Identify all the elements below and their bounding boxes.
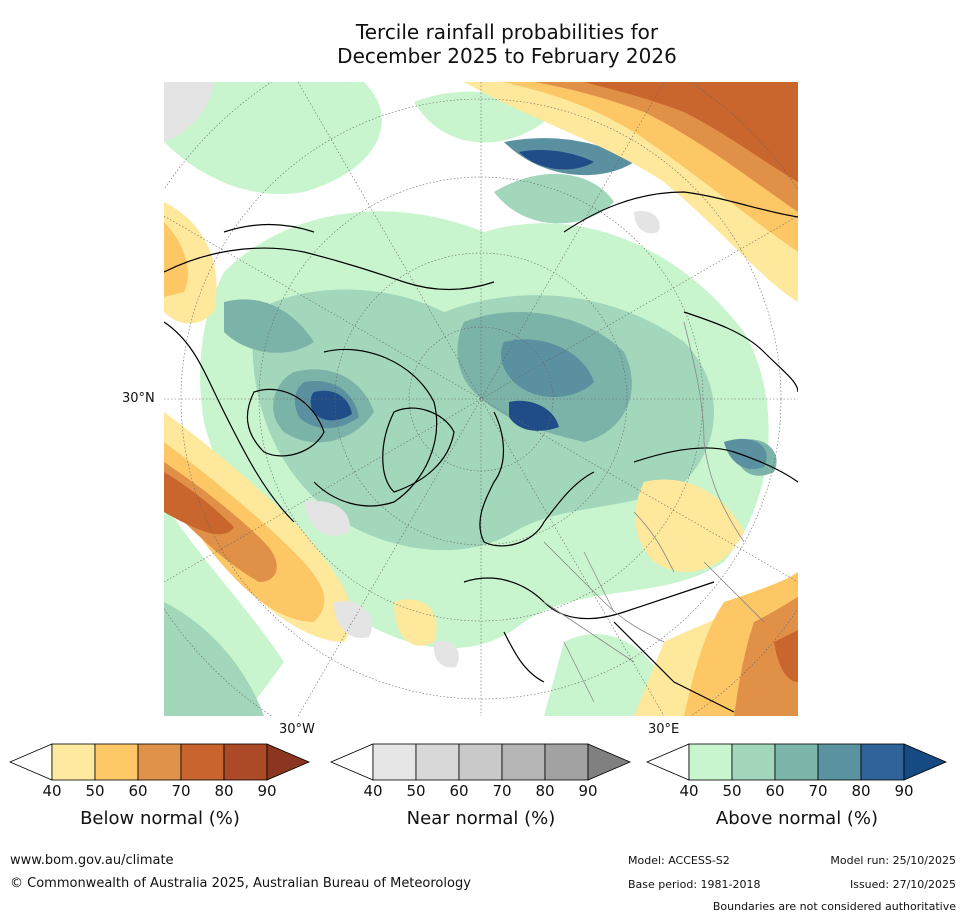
tick-label: 80 — [535, 782, 555, 800]
tick-label: 90 — [257, 782, 277, 800]
colorbar-above-bin-1 — [688, 743, 733, 781]
title-line-1: Tercile rainfall probabilities for — [355, 20, 659, 44]
near-normal-grey-areas — [164, 82, 660, 668]
tick-label: 90 — [578, 782, 598, 800]
chart-title: Tercile rainfall probabilities for Decem… — [0, 20, 965, 68]
model-run-date: Model run: 25/10/2025 — [830, 854, 956, 867]
tick-label: 70 — [492, 782, 512, 800]
colorbar-near-bin-2 — [415, 743, 460, 781]
longitude-label-30w: 30°W — [279, 722, 315, 737]
colorbar-below-bin-1 — [51, 743, 96, 781]
source-url: www.bom.gov.au/climate — [10, 853, 174, 868]
colorbar-above-title: Above normal (%) — [715, 808, 879, 829]
colorbar-below — [8, 743, 311, 781]
colorbar-near-bin-1 — [372, 743, 417, 781]
colorbar-above-low-extension — [645, 743, 690, 781]
colorbar-near — [329, 743, 632, 781]
probability-map — [164, 82, 798, 716]
colorbar-below-low-extension — [8, 743, 53, 781]
colorbar-above — [645, 743, 948, 781]
tick-label: 90 — [894, 782, 914, 800]
boundary-disclaimer: Boundaries are not considered authoritat… — [712, 900, 956, 913]
tick-label: 80 — [214, 782, 234, 800]
tick-label: 80 — [851, 782, 871, 800]
colorbar-below-title: Below normal (%) — [80, 808, 240, 829]
colorbar-above-bin-3 — [774, 743, 819, 781]
colorbar-near-title: Near normal (%) — [406, 808, 556, 829]
colorbar-below-bin-3 — [137, 743, 182, 781]
tick-label: 50 — [406, 782, 426, 800]
base-period: Base period: 1981-2018 — [628, 878, 761, 891]
colorbar-below-bin-2 — [94, 743, 139, 781]
issued-date: Issued: 27/10/2025 — [849, 878, 956, 891]
graticule — [164, 82, 798, 716]
tick-label: 40 — [679, 782, 699, 800]
colorbar-below-high-extension — [266, 743, 311, 781]
tick-label: 50 — [722, 782, 742, 800]
model-name: Model: ACCESS-S2 — [628, 854, 730, 867]
above-normal-darkblue-areas — [310, 150, 594, 431]
colorbar-below-bin-5 — [223, 743, 268, 781]
latitude-label-30n: 30°N — [122, 391, 155, 406]
colorbar-above-bin-5 — [860, 743, 905, 781]
copyright-notice: © Commonwealth of Australia 2025, Austra… — [10, 876, 471, 891]
colorbar-above-bin-4 — [817, 743, 862, 781]
tick-label: 40 — [363, 782, 383, 800]
colorbar-near-bin-5 — [544, 743, 589, 781]
title-line-2: December 2025 to February 2026 — [337, 44, 677, 68]
coastlines — [164, 191, 798, 713]
colorbar-above-bin-2 — [731, 743, 776, 781]
tick-label: 40 — [42, 782, 62, 800]
country-borders — [543, 321, 765, 703]
colorbar-near-bin-3 — [458, 743, 503, 781]
tick-label: 60 — [128, 782, 148, 800]
tick-label: 70 — [171, 782, 191, 800]
colorbar-near-high-extension — [587, 743, 632, 781]
tick-label: 60 — [449, 782, 469, 800]
tick-label: 60 — [765, 782, 785, 800]
longitude-label-30e: 30°E — [648, 722, 680, 737]
below-normal-brown-areas — [164, 82, 798, 682]
colorbar-above-high-extension — [903, 743, 948, 781]
colorbar-near-bin-4 — [501, 743, 546, 781]
colorbar-near-low-extension — [329, 743, 374, 781]
tick-label: 70 — [808, 782, 828, 800]
tick-label: 50 — [85, 782, 105, 800]
colorbar-below-bin-4 — [180, 743, 225, 781]
